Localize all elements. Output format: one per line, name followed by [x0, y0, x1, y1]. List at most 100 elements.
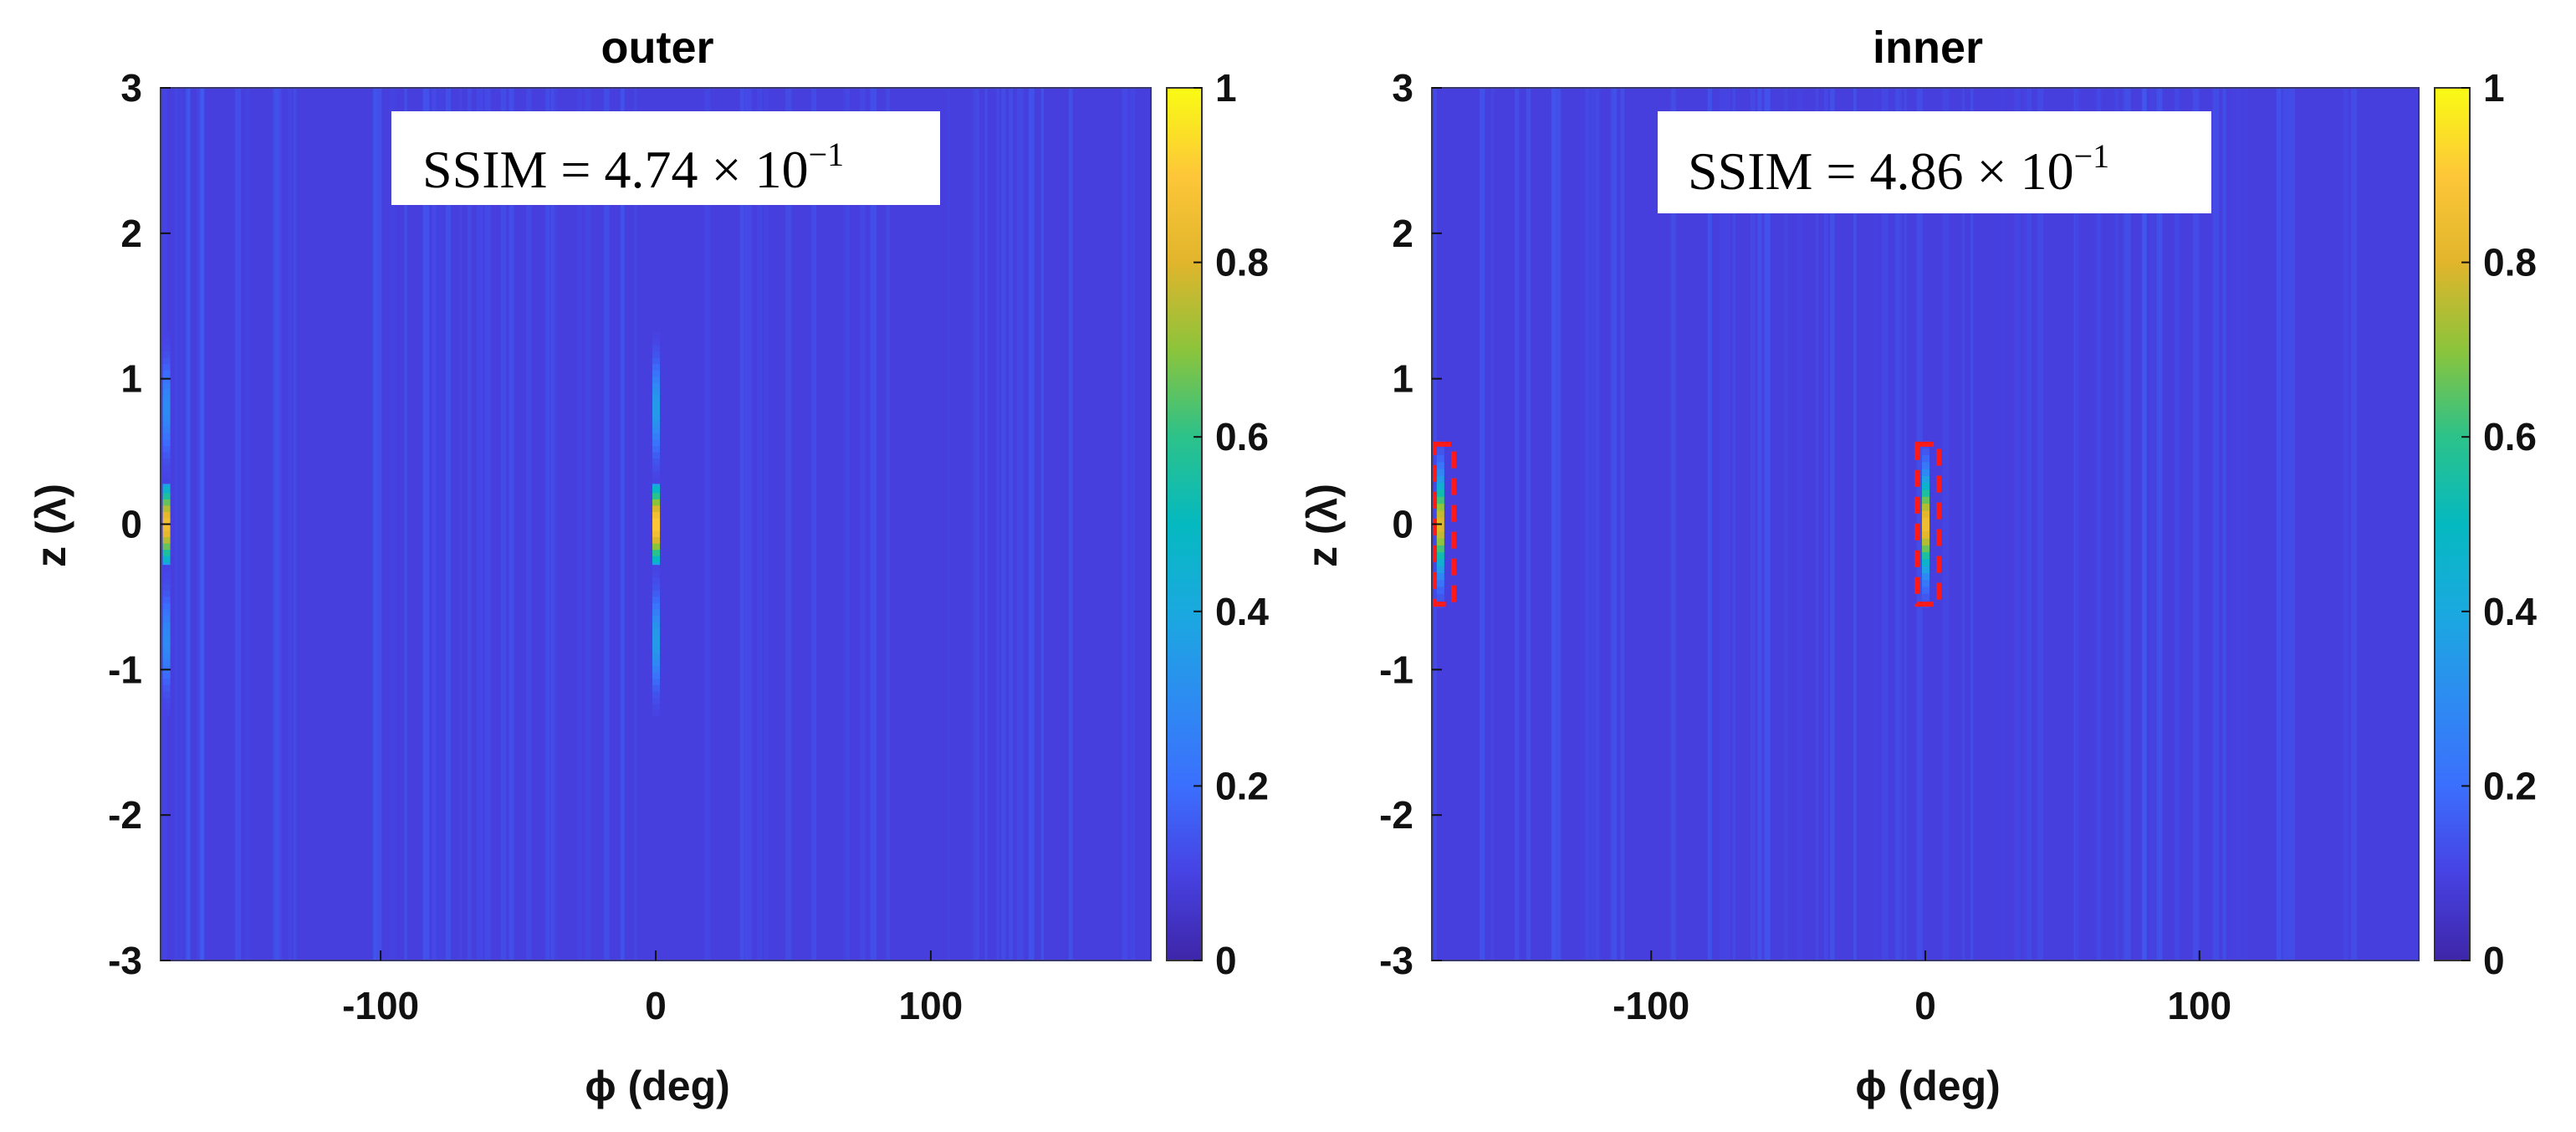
hotspot-cell: [162, 470, 171, 478]
heatmap-streak: [1783, 88, 1788, 960]
heatmap-streak: [2289, 88, 2295, 960]
hotspot-cell: [652, 452, 660, 459]
hotspot-cell: [652, 556, 660, 563]
y-tick-label: -3: [1379, 939, 1413, 982]
hotspot-cell: [652, 571, 660, 578]
hotspot-cell: [652, 395, 660, 402]
hotspot-cell: [1922, 448, 1929, 456]
heatmap-streaks: [162, 88, 1135, 960]
y-tick-label: 1: [1392, 357, 1413, 401]
hotspot-cell: [162, 621, 171, 629]
hotspot-cell: [652, 608, 660, 616]
heatmap-streak: [1594, 88, 1600, 960]
heatmap-streak: [2150, 88, 2155, 960]
y-tick-label: 3: [1392, 66, 1413, 110]
heatmap-streak: [1122, 88, 1128, 960]
heatmap-streak: [1016, 88, 1024, 960]
hotspot-cell: [1922, 461, 1929, 469]
y-tick-label: -3: [108, 939, 142, 982]
hotspot-cell: [652, 363, 660, 371]
heatmap-streak: [1815, 88, 1819, 960]
hotspot-cell: [1922, 489, 1929, 497]
heatmap-streak: [620, 88, 625, 960]
colorbar-tick-label: 0.2: [1215, 764, 1269, 807]
panel-inner: inner 3 2 1 0 -1 -2 -3 -100 0 100 SSIM = 4.86 × 1…: [1299, 23, 2537, 1109]
heatmap-streak: [1881, 88, 1889, 960]
y-tick-label: 1: [120, 357, 142, 401]
panel-outer-axes: 3 2 1 0 -1 -2 -3 -100 0 100: [108, 66, 1152, 1027]
hotspot-cell: [1436, 530, 1444, 539]
colorbar-tick-label: 0.8: [1215, 241, 1269, 284]
heatmap-streak: [467, 88, 472, 960]
hotspot-cell: [162, 608, 171, 616]
hotspot-cell: [162, 602, 171, 610]
heatmap-streak: [1620, 88, 1625, 960]
panel-outer-xlabel: ϕ (deg): [585, 1063, 730, 1109]
hotspot-cell: [652, 530, 660, 538]
hotspot-cell: [652, 492, 660, 499]
hotspot-cell: [162, 357, 171, 365]
hotspot-cell: [652, 464, 660, 472]
x-tick-label: 0: [1914, 984, 1936, 1027]
heatmap-streak: [293, 88, 297, 960]
heatmap-streak: [1895, 88, 1899, 960]
hotspot-cell: [652, 351, 660, 358]
hotspot-cell: [652, 445, 660, 453]
hotspot-cell: [1922, 566, 1929, 574]
heatmap-streak: [389, 88, 396, 960]
y-tick-label: 0: [120, 503, 142, 546]
hotspot-cell: [162, 590, 171, 597]
hotspot-cell: [1436, 586, 1444, 594]
heatmap-streak: [1068, 88, 1073, 960]
hotspot-cell: [1922, 503, 1929, 511]
hotspot-cell: [652, 690, 660, 698]
hotspot-cell: [162, 363, 171, 371]
heatmap-hotspot: [162, 332, 171, 484]
hotspot-cell: [162, 382, 171, 390]
hotspot-cell: [162, 640, 171, 648]
heatmap-streak: [1962, 88, 1965, 960]
hotspot-cell: [162, 499, 171, 506]
heatmap-streak: [1873, 88, 1878, 960]
hotspot-cell: [652, 640, 660, 648]
heatmap-streak: [1670, 88, 1676, 960]
hotspot-cell: [652, 499, 660, 506]
colorbar-tick-label: 0.4: [2483, 590, 2537, 633]
heatmap-streak: [437, 88, 444, 960]
x-tick-label: 0: [645, 984, 667, 1027]
hotspot-cell: [1922, 517, 1929, 525]
panel-outer-ssim-box: [391, 111, 940, 205]
panel-inner-axes: 3 2 1 0 -1 -2 -3 -100 0 100: [1379, 66, 2420, 1027]
heatmap-streak: [2343, 88, 2349, 960]
hotspot-cell: [652, 427, 660, 434]
hotspot-cell: [652, 376, 660, 383]
heatmap-streak: [1551, 88, 1556, 960]
hotspot-cell: [652, 357, 660, 365]
hotspot-cell: [162, 433, 171, 440]
colorbar-tick-label: 0: [1215, 939, 1237, 982]
panel-outer-ylabel: z (λ): [28, 484, 74, 567]
panel-outer-title: outer: [601, 23, 714, 73]
hotspot-cell: [1436, 545, 1444, 553]
hotspot-cell: [652, 590, 660, 597]
panel-outer: outer 3 2 1 0 -1 -2 -3 -100 0 100 SSIM = 4.74 × 1…: [28, 23, 1269, 1109]
heatmap-streak: [2236, 88, 2241, 960]
hotspot-cell: [652, 697, 660, 704]
heatmap-streak: [1029, 88, 1035, 960]
heatmap-streak: [1764, 88, 1771, 960]
hotspot-cell: [1436, 551, 1444, 560]
heatmap-streak: [2022, 88, 2028, 960]
panel-inner-plot-area: [1432, 88, 2419, 960]
heatmap-streak: [288, 88, 292, 960]
hotspot-cell: [162, 458, 171, 465]
hotspot-cell: [1922, 545, 1929, 553]
hotspot-cell: [1436, 538, 1444, 546]
heatmap-streak: [1590, 88, 1594, 960]
heatmap-streak: [2175, 88, 2180, 960]
heatmap-streak: [278, 88, 283, 960]
heatmap-streak: [526, 88, 532, 960]
heatmap-streak: [1526, 88, 1531, 960]
heatmap-streak: [1898, 88, 1902, 960]
hotspot-cell: [162, 536, 171, 544]
panel-inner-title: inner: [1873, 23, 1983, 73]
